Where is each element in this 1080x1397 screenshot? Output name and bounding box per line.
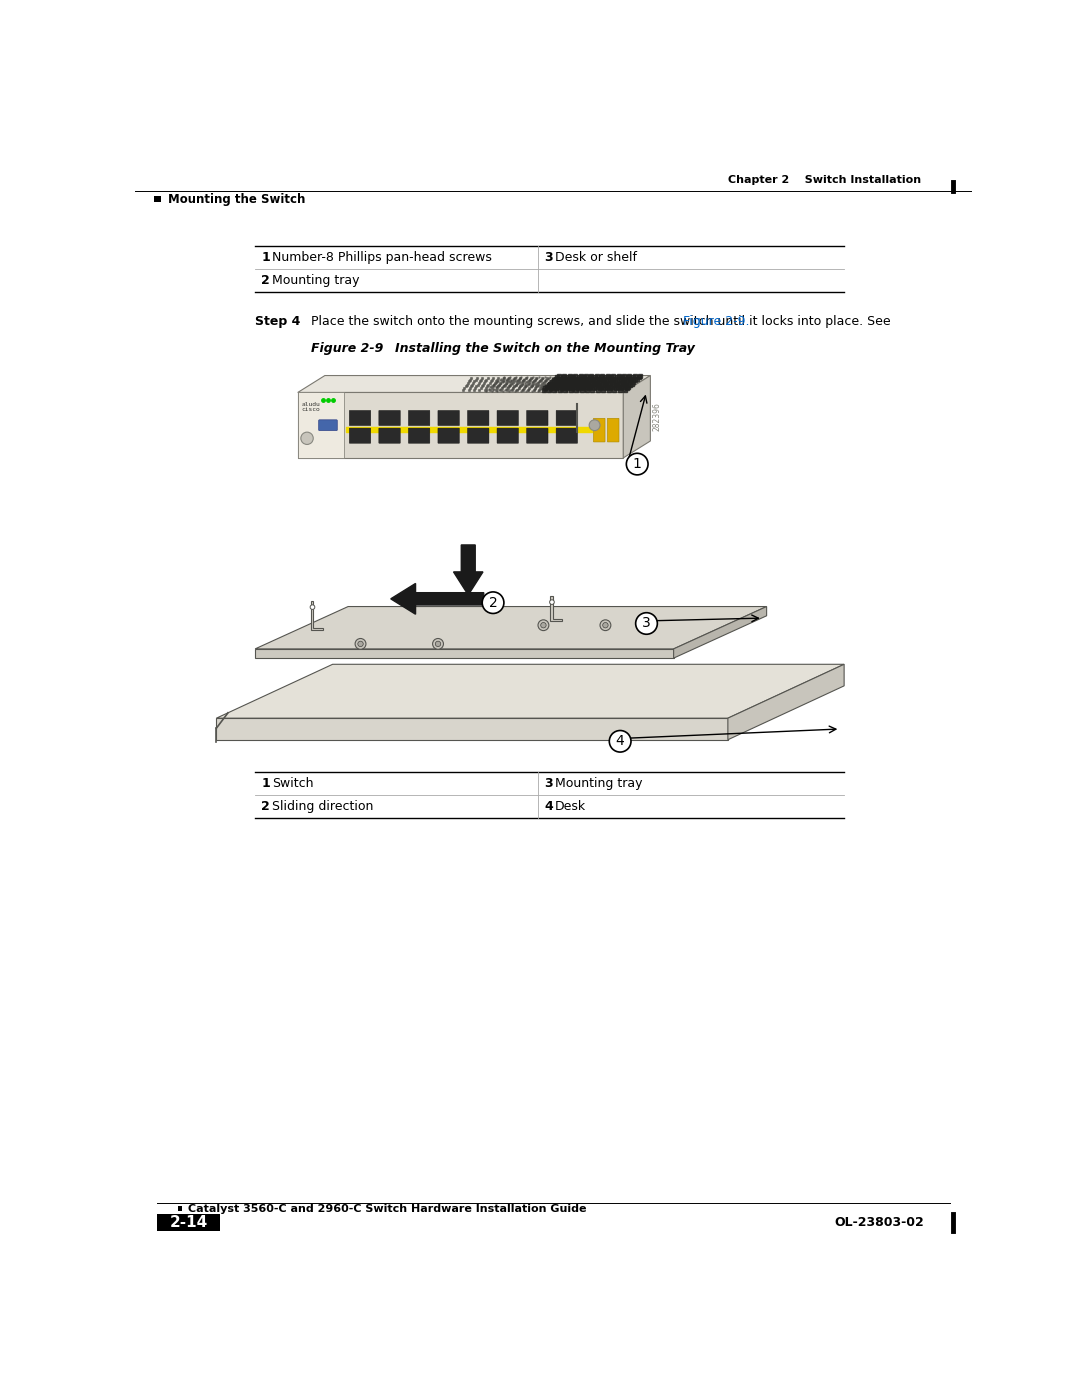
Polygon shape bbox=[298, 393, 345, 458]
Text: Figure 2-9: Figure 2-9 bbox=[311, 342, 383, 355]
Text: 3: 3 bbox=[544, 777, 553, 791]
Text: aludu
cisco: aludu cisco bbox=[301, 402, 321, 412]
Text: 282396: 282396 bbox=[652, 402, 661, 430]
Text: Catalyst 3560-C and 2960-C Switch Hardware Installation Guide: Catalyst 3560-C and 2960-C Switch Hardwa… bbox=[188, 1204, 586, 1214]
Circle shape bbox=[357, 641, 363, 647]
Circle shape bbox=[482, 592, 504, 613]
Circle shape bbox=[550, 599, 554, 605]
FancyBboxPatch shape bbox=[408, 411, 430, 426]
Text: Mounting tray: Mounting tray bbox=[272, 274, 360, 288]
Text: Desk or shelf: Desk or shelf bbox=[555, 251, 637, 264]
Circle shape bbox=[626, 453, 648, 475]
FancyBboxPatch shape bbox=[408, 427, 430, 443]
FancyBboxPatch shape bbox=[437, 427, 459, 443]
FancyBboxPatch shape bbox=[349, 427, 370, 443]
Polygon shape bbox=[255, 648, 674, 658]
Text: Installing the Switch on the Mounting Tray: Installing the Switch on the Mounting Tr… bbox=[394, 342, 694, 355]
Polygon shape bbox=[391, 584, 484, 615]
FancyBboxPatch shape bbox=[527, 411, 548, 426]
Circle shape bbox=[609, 731, 631, 752]
FancyBboxPatch shape bbox=[177, 1207, 183, 1211]
Circle shape bbox=[590, 420, 600, 430]
Polygon shape bbox=[623, 376, 650, 458]
Text: Place the switch onto the mounting screws, and slide the switch until it locks i: Place the switch onto the mounting screw… bbox=[311, 316, 894, 328]
Text: 1: 1 bbox=[261, 251, 270, 264]
FancyBboxPatch shape bbox=[556, 411, 578, 426]
Circle shape bbox=[355, 638, 366, 650]
Polygon shape bbox=[311, 601, 323, 630]
FancyBboxPatch shape bbox=[379, 427, 401, 443]
FancyBboxPatch shape bbox=[497, 427, 518, 443]
FancyBboxPatch shape bbox=[157, 1214, 220, 1231]
Text: 4: 4 bbox=[616, 735, 624, 749]
Polygon shape bbox=[298, 376, 650, 393]
FancyBboxPatch shape bbox=[593, 418, 605, 441]
Circle shape bbox=[603, 623, 608, 627]
FancyBboxPatch shape bbox=[437, 411, 459, 426]
Text: 2-14: 2-14 bbox=[170, 1215, 207, 1229]
Text: 3: 3 bbox=[544, 251, 553, 264]
Text: Mounting tray: Mounting tray bbox=[555, 777, 643, 791]
Text: Mounting the Switch: Mounting the Switch bbox=[167, 193, 305, 205]
FancyBboxPatch shape bbox=[527, 427, 548, 443]
Circle shape bbox=[435, 641, 441, 647]
Polygon shape bbox=[216, 718, 728, 740]
Text: 2: 2 bbox=[261, 800, 270, 813]
Polygon shape bbox=[454, 545, 483, 595]
Polygon shape bbox=[255, 606, 767, 648]
Circle shape bbox=[636, 613, 658, 634]
Circle shape bbox=[600, 620, 611, 630]
Circle shape bbox=[541, 623, 546, 627]
FancyBboxPatch shape bbox=[319, 420, 337, 430]
Text: 3: 3 bbox=[643, 616, 651, 630]
Text: Switch: Switch bbox=[272, 777, 313, 791]
FancyBboxPatch shape bbox=[468, 411, 489, 426]
Text: 1: 1 bbox=[633, 457, 642, 471]
Circle shape bbox=[301, 432, 313, 444]
Text: 4: 4 bbox=[544, 800, 553, 813]
Text: OL-23803-02: OL-23803-02 bbox=[834, 1215, 924, 1229]
Text: 1: 1 bbox=[261, 777, 270, 791]
Polygon shape bbox=[551, 597, 562, 622]
Circle shape bbox=[538, 620, 549, 630]
Polygon shape bbox=[298, 393, 623, 458]
Text: Chapter 2    Switch Installation: Chapter 2 Switch Installation bbox=[729, 176, 921, 186]
FancyBboxPatch shape bbox=[468, 427, 489, 443]
FancyBboxPatch shape bbox=[349, 411, 370, 426]
Text: Step 4: Step 4 bbox=[255, 316, 300, 328]
Polygon shape bbox=[674, 606, 767, 658]
Text: 2: 2 bbox=[261, 274, 270, 288]
FancyBboxPatch shape bbox=[556, 427, 578, 443]
Text: Number-8 Phillips pan-head screws: Number-8 Phillips pan-head screws bbox=[272, 251, 492, 264]
Text: Figure 2-9.: Figure 2-9. bbox=[683, 316, 750, 328]
Circle shape bbox=[310, 605, 314, 609]
FancyBboxPatch shape bbox=[607, 418, 619, 441]
FancyBboxPatch shape bbox=[379, 411, 401, 426]
Text: Desk: Desk bbox=[555, 800, 586, 813]
Circle shape bbox=[433, 638, 444, 650]
Polygon shape bbox=[728, 665, 845, 740]
FancyBboxPatch shape bbox=[154, 196, 161, 203]
Text: 2: 2 bbox=[488, 595, 498, 609]
Text: Sliding direction: Sliding direction bbox=[272, 800, 374, 813]
FancyBboxPatch shape bbox=[497, 411, 518, 426]
Polygon shape bbox=[216, 665, 845, 718]
